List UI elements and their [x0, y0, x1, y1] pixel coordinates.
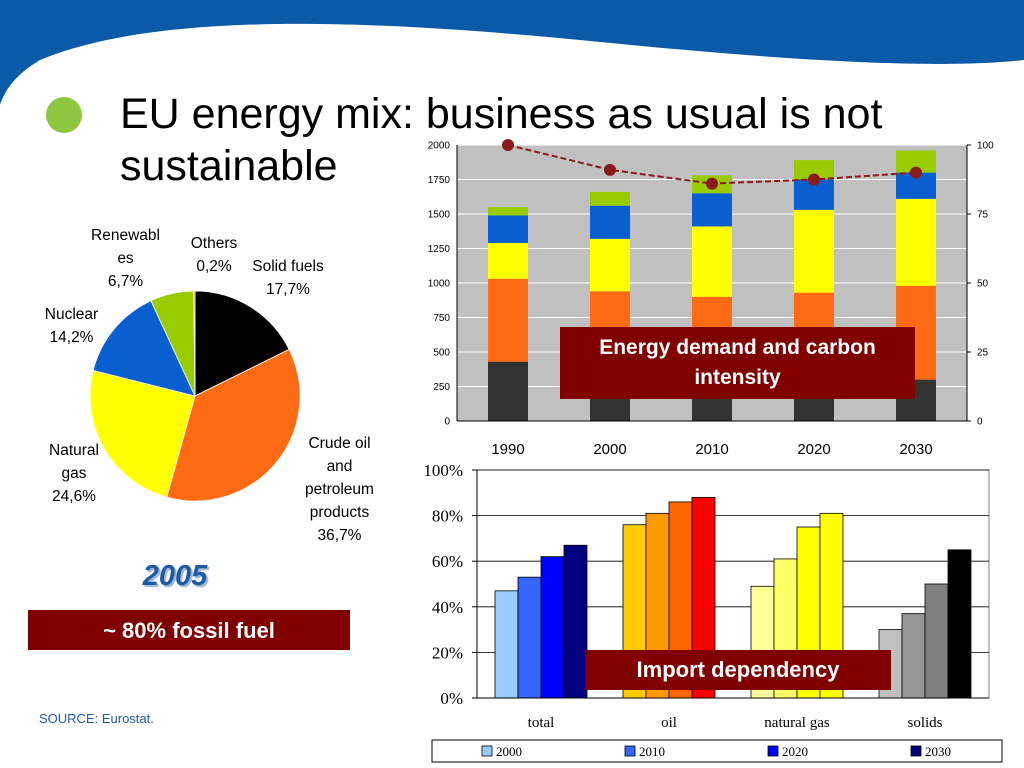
top-x-tick: 2000 — [593, 441, 626, 458]
import-dependency-callout: Import dependency — [585, 650, 891, 690]
legend-swatch — [767, 745, 779, 757]
legend-swatch — [481, 745, 493, 757]
bottom-bar — [901, 613, 926, 699]
pie-label-others: Others 0,2% — [190, 235, 238, 275]
bottom-y-tick: 40% — [432, 598, 463, 617]
top-bar-segment — [488, 361, 528, 421]
pie-label-renewables: Renewabl es 6,7% — [91, 227, 160, 290]
carbon-intensity-point — [502, 139, 514, 151]
bottom-x-tick: natural gas — [764, 715, 830, 731]
top-x-tick: 1990 — [491, 441, 524, 458]
bottom-x-tick: solids — [907, 715, 942, 731]
pie-label-crude-oil: Crude oil and petroleum products 36,7% — [305, 435, 374, 544]
energy-demand-callout: Energy demand and carbon intensity — [560, 327, 915, 399]
bottom-bar — [494, 590, 519, 699]
bottom-legend — [431, 739, 1003, 763]
bottom-y-tick: 0% — [440, 689, 463, 708]
energy-demand-chart: 0 250 500 750 1000 1250 1500 1750 2000 0 25 50 75 100… — [428, 139, 994, 458]
bottom-bar — [540, 556, 565, 699]
slide-title: EU energy mix: business as usual is not … — [120, 90, 883, 190]
top-y-tick: 1000 — [428, 279, 451, 290]
top-x-tick: 2010 — [695, 441, 728, 458]
top-bar-segment — [488, 207, 528, 216]
legend-label: 2000 — [496, 744, 522, 759]
header-wave-highlight — [0, 23, 1024, 110]
top-bar-segment — [794, 160, 834, 180]
pie-slice-3 — [92, 300, 196, 397]
top-y-tick: 250 — [433, 382, 450, 393]
pie-chart — [89, 290, 301, 502]
top-bar-segment — [590, 238, 630, 292]
pie-label-natural-gas: Natural gas 24,6% — [49, 442, 99, 505]
top-bar-segment — [692, 193, 732, 227]
carbon-intensity-point — [604, 163, 616, 176]
top-bar-segment — [794, 209, 834, 293]
top-bar-segment — [896, 198, 936, 286]
bottom-bar — [924, 583, 949, 699]
top-y-tick: 500 — [433, 348, 450, 359]
pie-slice-2 — [89, 369, 196, 498]
legend-swatch — [624, 745, 636, 757]
bottom-y-tick: 80% — [432, 507, 463, 526]
top-y2-tick: 100 — [977, 141, 994, 152]
top-y2-tick: 25 — [977, 348, 989, 359]
pie-label-nuclear: Nuclear 14,2% — [44, 306, 99, 346]
top-y-tick: 750 — [433, 313, 450, 324]
bottom-x-tick: total — [528, 715, 555, 731]
top-bar-segment — [896, 150, 936, 173]
top-bar-segment — [590, 205, 630, 239]
legend-swatch — [910, 745, 922, 757]
top-y2-tick: 75 — [977, 210, 989, 221]
carbon-intensity-point — [910, 166, 922, 179]
pie-year-label: 2005 — [142, 560, 208, 592]
carbon-intensity-point — [808, 173, 820, 186]
title-bullet — [46, 97, 82, 133]
fossil-fuel-callout: ~ 80% fossil fuel — [28, 610, 350, 650]
bottom-bar — [563, 544, 588, 699]
legend-label: 2010 — [639, 744, 665, 759]
bottom-y-tick: 20% — [432, 643, 463, 662]
top-bar-segment — [488, 242, 528, 279]
bottom-bar — [517, 576, 542, 699]
legend-label: 2030 — [925, 744, 951, 759]
header-wave — [0, 0, 1024, 105]
pie-slice-0 — [194, 290, 290, 397]
top-x-tick: 2020 — [797, 441, 830, 458]
pie-slice-5 — [193, 290, 196, 397]
top-bar-segment — [692, 226, 732, 297]
top-y-tick: 1250 — [428, 244, 451, 255]
top-y2-tick: 0 — [977, 417, 983, 428]
carbon-intensity-point — [706, 177, 718, 190]
top-y-tick: 1750 — [428, 175, 451, 186]
top-y-tick: 2000 — [428, 141, 451, 152]
top-y-tick: 0 — [444, 417, 450, 428]
source-note: SOURCE: Eurostat. — [39, 711, 154, 726]
top-y2-tick: 50 — [977, 279, 989, 290]
pie-label-solid-fuels: Solid fuels 17,7% — [252, 258, 324, 298]
top-bar-segment — [488, 278, 528, 362]
top-x-tick: 2030 — [899, 441, 932, 458]
top-y-tick: 1500 — [428, 210, 451, 221]
bottom-bar — [947, 549, 972, 699]
bottom-y-tick: 60% — [432, 552, 463, 571]
bottom-y-tick: 100% — [423, 461, 463, 480]
bottom-x-tick: oil — [661, 715, 677, 731]
pie-slice-1 — [166, 348, 301, 502]
top-bar-segment — [590, 191, 630, 206]
legend-label: 2020 — [782, 744, 808, 759]
top-bar-segment — [488, 215, 528, 243]
import-dependency-chart: 0% 20% 40% 60% 80% 100% total oil natural gas sol… — [423, 461, 1003, 763]
